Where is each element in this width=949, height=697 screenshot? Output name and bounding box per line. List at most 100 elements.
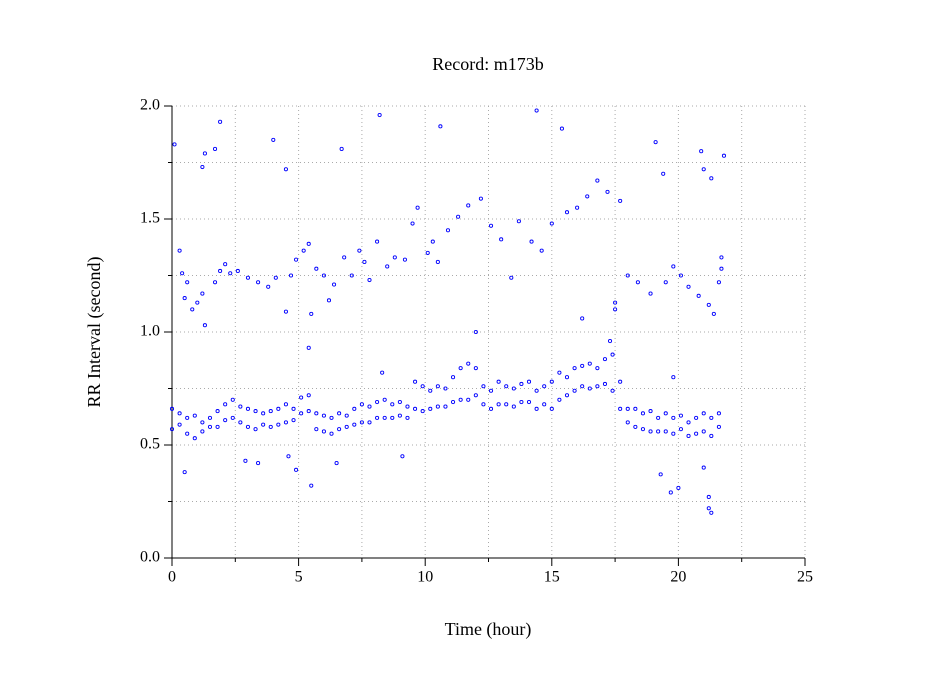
point [177,411,182,416]
point [709,176,714,181]
point [337,411,342,416]
point [618,406,623,411]
x-tick-label: 15 [544,569,560,586]
point [344,424,349,429]
point [180,271,185,276]
point [306,409,311,414]
point [266,284,271,289]
point [686,284,691,289]
point [420,384,425,389]
point [648,429,653,434]
point [716,424,721,429]
point [375,415,380,420]
point [177,248,182,253]
point [509,275,514,280]
point [488,223,494,228]
point [572,388,577,393]
point [663,429,668,434]
point [511,404,516,409]
point [185,431,190,436]
point [329,431,334,436]
point [397,400,402,405]
point [610,352,615,357]
point [377,112,382,118]
point [428,388,433,393]
point [610,388,615,393]
x-tick-label: 25 [797,569,813,586]
point [390,402,395,407]
point [283,420,288,425]
point [580,384,585,389]
y-axis-label: RR Interval (second) [84,257,105,408]
point [185,415,190,420]
y-tick-label: 0.5 [140,436,160,453]
point [504,384,509,389]
point [671,375,676,380]
point [473,366,478,371]
point [375,239,380,244]
point [212,280,218,285]
point [458,397,463,402]
point [575,205,580,210]
point [291,418,296,423]
point [261,422,266,427]
point [709,415,714,420]
point [671,431,676,436]
x-tick-label: 5 [295,569,303,586]
point [526,400,532,405]
point [539,248,544,253]
point [256,280,261,285]
point [516,219,521,224]
point [473,393,478,398]
point [618,379,623,384]
point [481,384,486,389]
point [648,291,653,296]
point [633,424,638,429]
point [587,361,592,366]
point [625,273,630,278]
point [314,427,319,432]
point [557,370,562,375]
point [529,239,534,244]
point [709,433,714,439]
point [362,259,367,264]
point [640,427,646,432]
point [238,404,243,409]
point [238,420,243,425]
point [585,194,590,199]
point [656,429,661,434]
point [276,422,281,427]
point [299,395,304,400]
point [602,381,608,387]
point [549,406,554,411]
point [415,205,420,210]
point [288,273,294,278]
point [321,273,326,278]
point [658,472,663,477]
point [499,237,504,242]
point [488,406,494,411]
point [344,413,349,418]
point [367,404,372,409]
point [534,388,539,393]
point [564,393,570,398]
x-tick-label: 20 [670,569,686,586]
point [192,413,197,418]
point [456,214,461,219]
point [228,271,233,276]
point [190,307,195,312]
point [253,427,258,432]
point [314,266,319,271]
point [549,379,554,384]
point [706,506,711,511]
point [633,406,638,411]
point [719,255,724,260]
point [686,433,691,439]
point [268,424,273,429]
point [294,467,299,472]
point [359,420,364,425]
point [337,427,342,432]
point [215,424,220,429]
point [329,415,334,420]
